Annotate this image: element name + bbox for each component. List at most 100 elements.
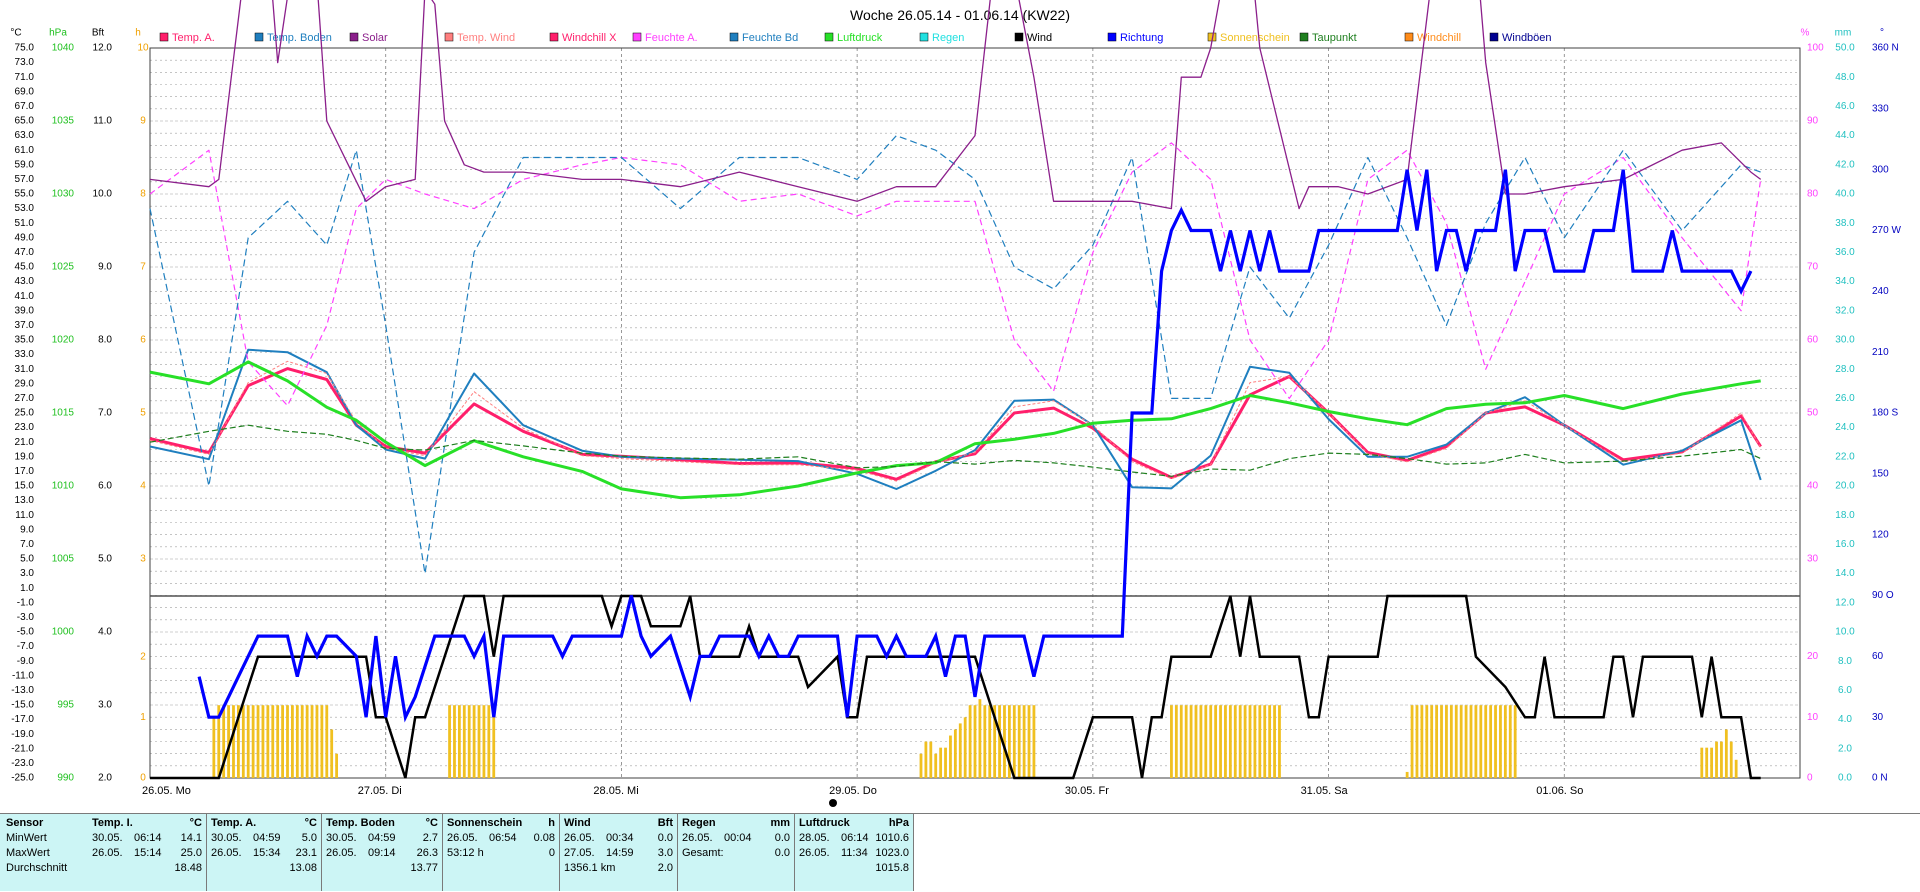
- legend-swatch: [632, 32, 642, 42]
- legend-label: Feuchte Bd: [742, 32, 798, 44]
- series-feuchte-a: [149, 142, 1762, 407]
- stats-value: 18.48: [174, 862, 202, 874]
- sunshine-bar: [1007, 705, 1011, 778]
- stats-row: [682, 862, 790, 877]
- sunshine-bar: [291, 705, 294, 778]
- sunshine-bar: [1700, 747, 1704, 778]
- stats-value: 0.0: [657, 832, 673, 844]
- legend-swatch: [824, 32, 834, 42]
- tick-bft: 2.0: [98, 773, 112, 784]
- stats-date: 30.05.: [211, 832, 242, 844]
- stats-block-header: Regen mm: [682, 817, 790, 829]
- tick-h: 0: [140, 773, 146, 784]
- sunshine-bar: [1445, 705, 1448, 778]
- stats-date: 26.05.: [326, 847, 357, 859]
- tick-temp: 13.0: [15, 495, 35, 506]
- time-marker: [829, 799, 837, 807]
- sunshine-bar: [1224, 705, 1227, 778]
- sunshine-bar: [1012, 705, 1016, 778]
- stats-label-sensor: Sensor: [6, 817, 44, 829]
- tick-temp: 63.0: [15, 130, 35, 141]
- stats-table: Sensor MinWert MaxWert Durchschnitt Temp…: [0, 813, 1920, 892]
- tick-temp: 11.0: [15, 510, 34, 521]
- tick-bft: 7.0: [98, 408, 112, 419]
- unit-mm: mm: [1835, 28, 1852, 39]
- lower-panel-layer: [150, 169, 1761, 807]
- stats-row: 28.05. 06:14 1010.6: [799, 832, 909, 847]
- sunshine-bar: [330, 729, 334, 778]
- stats-date: Gesamt:: [682, 847, 724, 859]
- sunshine-bar: [993, 705, 997, 778]
- legend-label: Richtung: [1120, 32, 1163, 44]
- stats-row: 26.05. 15:14 25.0: [92, 847, 202, 862]
- stats-block-regen: Regen mm 26.05. 00:04 0.0 Gesamt: 0.0: [678, 814, 795, 891]
- stats-value: 26.3: [416, 847, 438, 859]
- stats-time: 15:14: [134, 847, 162, 859]
- series-taupunkt: [149, 424, 1761, 477]
- tick-pct: 100: [1807, 43, 1824, 54]
- tick-mm: 36.0: [1835, 247, 1855, 258]
- sunshine-bar: [232, 705, 235, 778]
- legend-swatch: [444, 32, 454, 42]
- tick-mm: 48.0: [1835, 72, 1855, 83]
- tick-temp: 45.0: [15, 262, 35, 273]
- stats-value: 0.0: [774, 847, 790, 859]
- tick-hpa: 1000: [52, 627, 75, 638]
- tick-mm: 20.0: [1835, 481, 1855, 492]
- stats-row: 53:12 h 0: [447, 847, 555, 862]
- sunshine-bar: [1238, 705, 1242, 778]
- sunshine-bar: [1219, 705, 1222, 778]
- legend-swatch: [254, 32, 264, 42]
- tick-pct: 20: [1807, 651, 1819, 662]
- sunshine-bar: [300, 705, 304, 778]
- sunshine-bar: [1022, 705, 1026, 778]
- axes: °C hPa Bft h% mm °75.073.071.069.067.065.063.…: [10, 28, 1901, 797]
- day-label: 27.05. Di: [358, 785, 402, 797]
- sunshine-bar: [1214, 705, 1218, 778]
- tick-dir: 330: [1872, 103, 1889, 114]
- tick-dir: 120: [1872, 529, 1889, 540]
- chart-title: Woche 26.05.14 - 01.06.14 (KW22): [850, 7, 1070, 23]
- tick-mm: 38.0: [1835, 218, 1855, 229]
- stats-value: 13.77: [410, 862, 438, 874]
- stats-block-header: Wind Bft: [564, 817, 673, 829]
- legend-swatch: [1299, 32, 1309, 42]
- sunshine-bar: [939, 747, 943, 778]
- day-label: 26.05. Mo: [142, 785, 191, 797]
- tick-hpa: 1020: [52, 335, 75, 346]
- tick-h: 7: [140, 262, 146, 273]
- stats-block-title: Luftdruck: [799, 817, 850, 829]
- tick-mm: 34.0: [1835, 276, 1855, 287]
- stats-block-header: Temp. I. °C: [92, 817, 202, 829]
- tick-hpa: 1005: [52, 554, 75, 565]
- sunshine-bar: [1503, 705, 1507, 778]
- tick-hpa: 1025: [52, 262, 75, 273]
- sunshine-bar: [1474, 705, 1478, 778]
- series-layer: [149, 0, 1762, 575]
- tick-temp: 75.0: [15, 43, 35, 54]
- legend-label: Temp. A.: [172, 32, 215, 44]
- stats-row: 26.05. 11:34 1023.0: [799, 847, 909, 862]
- sunshine-bar: [256, 705, 260, 778]
- sunshine-bar: [276, 705, 280, 778]
- tick-hpa: 1015: [52, 408, 75, 419]
- legend-label: Windchill X: [562, 32, 617, 44]
- tick-pct: 70: [1807, 262, 1819, 273]
- tick-bft: 4.0: [98, 627, 112, 638]
- unit-pct: %: [1801, 28, 1810, 39]
- tick-temp: 29.0: [15, 378, 35, 389]
- tick-temp: 23.0: [15, 422, 35, 433]
- tick-dir: 0 N: [1872, 773, 1888, 784]
- sunshine-bar: [973, 705, 977, 778]
- sunshine-bar: [1243, 705, 1247, 778]
- sunshine-bar: [1484, 705, 1488, 778]
- tick-temp: 67.0: [15, 101, 35, 112]
- tick-temp: 73.0: [15, 57, 35, 68]
- tick-bft: 8.0: [98, 335, 112, 346]
- tick-temp: 15.0: [15, 481, 35, 492]
- tick-bft: 3.0: [98, 700, 112, 711]
- sunshine-bar: [1705, 747, 1709, 778]
- stats-time: 00:04: [724, 832, 752, 844]
- stats-time: 04:59: [368, 832, 396, 844]
- sunshine-bar: [217, 705, 221, 778]
